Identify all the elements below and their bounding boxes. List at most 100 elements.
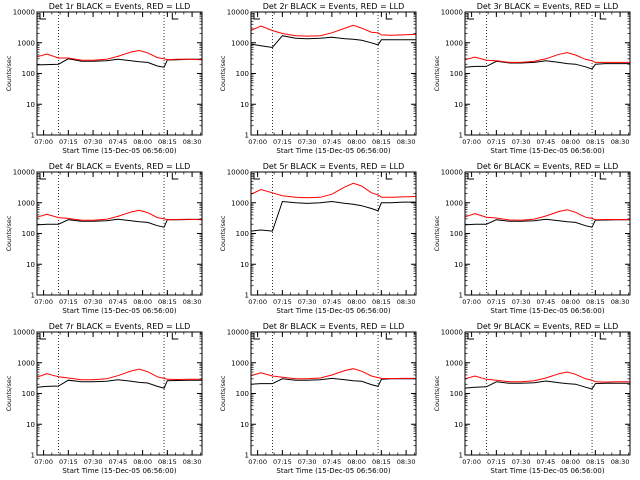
- y-tick-label: 1: [245, 132, 249, 140]
- x-tick-label: 08:00: [561, 298, 580, 306]
- y-tick-label: 1: [245, 292, 249, 300]
- x-tick-label: 07:00: [248, 298, 267, 306]
- x-tick-label: 07:30: [84, 458, 103, 466]
- series-lld-line: [250, 368, 416, 380]
- x-tick-label: 07:30: [298, 458, 317, 466]
- x-tick-label: 08:00: [561, 138, 580, 146]
- y-tick-label: 100: [22, 230, 35, 238]
- x-tick-label: 07:00: [248, 458, 267, 466]
- x-tick-label: 07:15: [59, 458, 78, 466]
- y-tick-label: 1000: [445, 199, 463, 207]
- series-lld-line: [464, 371, 630, 383]
- y-tick-label: 100: [450, 70, 463, 78]
- x-tick-label: 07:15: [273, 298, 292, 306]
- corner-mark: [253, 173, 260, 180]
- x-tick-label: 08:15: [586, 298, 605, 306]
- corner-mark: [385, 13, 393, 20]
- x-axis-label: Start Time (15-Dec-05 06:56:00): [490, 307, 604, 315]
- x-tick-label: 08:30: [183, 298, 202, 306]
- x-axis-label: Start Time (15-Dec-05 06:56:00): [276, 467, 390, 475]
- y-tick-label: 100: [22, 70, 35, 78]
- corner-mark: [599, 13, 607, 20]
- series-lld-line: [36, 49, 203, 61]
- y-tick-label: 1000: [17, 39, 35, 47]
- chart-panel: Det 9r BLACK = Events, RED = LLD 1 10 100 10…: [433, 322, 631, 475]
- corner-mark: [171, 13, 179, 20]
- x-tick-label: 07:45: [536, 298, 555, 306]
- corner-mark: [39, 13, 46, 20]
- x-tick-label: 07:00: [462, 298, 481, 306]
- y-tick-label: 10: [26, 421, 35, 429]
- x-tick-label: 08:30: [183, 458, 202, 466]
- x-tick-label: 07:30: [512, 298, 531, 306]
- x-tick-label: 07:00: [34, 138, 53, 146]
- x-tick-label: 07:30: [84, 138, 103, 146]
- y-tick-label: 1000: [231, 199, 249, 207]
- series-lld-line: [464, 209, 631, 221]
- x-tick-label: 08:00: [133, 298, 152, 306]
- chart-panel: Det 4r BLACK = Events, RED = LLD 1 10 100 10…: [5, 162, 203, 315]
- x-tick-label: 07:45: [536, 458, 555, 466]
- corner-mark: [253, 333, 260, 340]
- x-axis-label: Start Time (15-Dec-05 06:56:00): [490, 147, 604, 155]
- y-tick-label: 10000: [441, 169, 463, 177]
- chart-title: Det 3r BLACK = Events, RED = LLD: [477, 2, 619, 11]
- y-axis-label: Counts/sec: [219, 55, 227, 91]
- x-tick-label: 08:30: [397, 458, 416, 466]
- x-axis-label: Start Time (15-Dec-05 06:56:00): [62, 307, 176, 315]
- y-tick-label: 10: [454, 421, 463, 429]
- corner-mark: [599, 173, 607, 180]
- y-tick-label: 10: [454, 261, 463, 269]
- corner-mark: [39, 333, 46, 340]
- x-tick-label: 07:45: [322, 298, 341, 306]
- chart-panel: Det 8r BLACK = Events, RED = LLD 1 10 100 10…: [219, 322, 417, 475]
- x-tick-label: 07:00: [248, 138, 267, 146]
- chart-panel: Det 6r BLACK = Events, RED = LLD 1 10 100 10…: [433, 162, 631, 315]
- x-tick-label: 08:30: [611, 138, 630, 146]
- y-tick-label: 10: [240, 261, 249, 269]
- x-tick-label: 07:45: [108, 298, 127, 306]
- x-tick-label: 07:30: [512, 458, 531, 466]
- chart-panel: Det 5r BLACK = Events, RED = LLD 1 10 100 10…: [219, 162, 417, 315]
- y-tick-label: 100: [450, 390, 463, 398]
- x-tick-label: 07:30: [512, 138, 531, 146]
- y-tick-label: 10: [454, 101, 463, 109]
- x-tick-label: 07:45: [108, 458, 127, 466]
- y-tick-label: 10000: [227, 9, 249, 17]
- x-tick-label: 07:45: [536, 138, 555, 146]
- series-lld-line: [464, 52, 630, 63]
- y-axis-label: Counts/sec: [219, 375, 227, 411]
- x-axis-label: Start Time (15-Dec-05 06:56:00): [62, 467, 176, 475]
- x-tick-label: 07:45: [322, 138, 341, 146]
- x-axis-label: Start Time (15-Dec-05 06:56:00): [276, 147, 390, 155]
- x-tick-label: 08:15: [586, 458, 605, 466]
- y-tick-label: 1000: [17, 199, 35, 207]
- x-tick-label: 07:15: [273, 138, 292, 146]
- corner-mark: [253, 13, 260, 20]
- x-tick-label: 08:00: [561, 458, 580, 466]
- y-tick-label: 1000: [231, 39, 249, 47]
- chart-title: Det 1r BLACK = Events, RED = LLD: [49, 2, 191, 11]
- y-tick-label: 1000: [445, 359, 463, 367]
- x-tick-label: 07:45: [322, 458, 341, 466]
- x-tick-label: 08:30: [183, 138, 202, 146]
- x-tick-label: 07:15: [487, 458, 506, 466]
- chart-title: Det 4r BLACK = Events, RED = LLD: [49, 162, 191, 171]
- x-tick-label: 07:30: [84, 298, 103, 306]
- series-events-line: [250, 377, 416, 387]
- x-tick-label: 08:15: [372, 298, 391, 306]
- corner-mark: [385, 333, 393, 340]
- y-tick-label: 100: [236, 390, 249, 398]
- chart-title: Det 6r BLACK = Events, RED = LLD: [477, 162, 619, 171]
- x-tick-label: 08:15: [158, 298, 177, 306]
- chart-title: Det 9r BLACK = Events, RED = LLD: [477, 322, 619, 331]
- y-tick-label: 10000: [13, 169, 35, 177]
- x-tick-label: 08:30: [611, 458, 630, 466]
- x-tick-label: 08:00: [133, 138, 152, 146]
- y-tick-label: 10: [26, 261, 35, 269]
- y-axis-label: Counts/sec: [219, 215, 227, 251]
- x-axis-label: Start Time (15-Dec-05 06:56:00): [490, 467, 604, 475]
- chart-panel: Det 7r BLACK = Events, RED = LLD 1 10 100 10…: [5, 322, 203, 475]
